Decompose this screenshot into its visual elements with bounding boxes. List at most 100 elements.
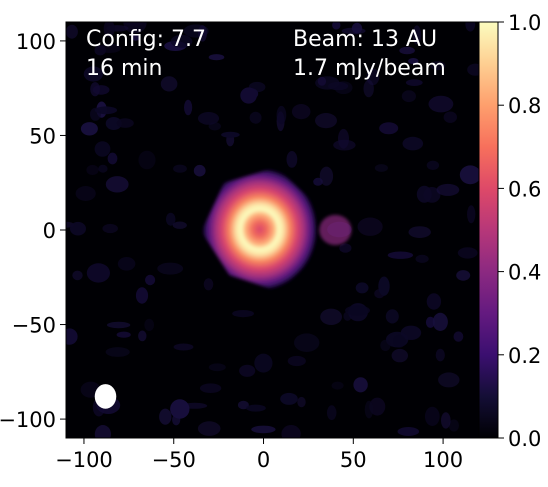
noise-speckle [435,348,445,362]
noise-speckle [465,22,476,32]
noise-speckle [170,399,190,419]
noise-speckle [291,104,311,120]
x-tick-label: 0 [257,448,270,472]
beam-ellipse [94,384,117,409]
noise-speckle [72,270,83,281]
noise-speckle [117,257,136,271]
plot-area: Config: 7.7 16 min Beam: 13 AU 1.7 mJy/b… [66,22,498,438]
noise-speckle [173,343,194,351]
noise-speckle [251,425,276,434]
noise-speckle [374,164,388,172]
noise-speckle [94,425,111,438]
noise-speckle [94,141,111,157]
noise-speckle [339,243,352,253]
noise-speckle [184,99,193,116]
noise-speckle [426,160,440,170]
colorbar-tick-label: 0.0 [508,427,541,451]
noise-speckle [157,262,184,275]
x-tick-label: 50 [340,448,367,472]
noise-speckle [123,22,147,34]
noise-speckle [405,79,423,86]
noise-speckle [426,293,442,310]
noise-speckle [397,427,420,436]
y-tick-label: −50 [12,314,56,338]
noise-speckle [363,79,374,98]
noise-speckle [197,421,221,436]
noise-speckle [208,363,226,372]
noise-speckle [199,383,222,394]
noise-speckle [355,282,369,294]
noise-speckle [240,87,257,104]
noise-speckle [415,254,429,263]
noise-speckle [66,328,78,345]
noise-speckle [246,404,266,412]
y-tick-label: 100 [16,30,56,54]
colorbar-gradient [479,22,498,438]
noise-speckle [239,364,256,377]
colorbar-tick-label: 0.6 [508,177,541,201]
noise-speckle [448,419,459,432]
annotation-config-line2: 16 min [86,56,162,81]
colorbar: 0.0 0.2 0.4 0.6 0.8 1.0 [478,11,541,451]
noise-speckle [424,406,440,426]
noise-speckle [138,150,156,170]
noise-speckle [438,372,460,388]
noise-speckle [443,111,457,123]
noise-speckle [105,347,130,357]
noise-speckle [80,122,98,136]
noise-speckle [287,355,306,367]
noise-speckle [116,331,131,338]
noise-speckle [436,183,460,196]
y-axis: 100 50 0 −50 −100 [0,30,66,432]
noise-speckle [105,117,122,130]
noise-speckle [198,25,207,42]
noise-speckle [83,66,104,82]
noise-speckle [331,381,344,390]
noise-speckle [105,176,129,193]
noise-speckle [102,223,118,234]
noise-speckle [232,310,255,318]
noise-speckle [357,217,383,236]
noise-speckle [90,107,101,121]
noise-speckle [106,321,131,329]
noise-speckle [145,274,156,286]
noise-speckle [70,221,86,236]
noise-speckle [165,212,176,226]
noise-speckle [90,82,100,97]
noise-speckle [345,305,370,316]
ring-side-lobe [319,214,352,246]
noise-speckle [237,400,249,410]
noise-speckle [412,25,422,45]
y-tick-label: 0 [43,219,56,243]
noise-speckle [432,312,448,331]
noise-speckle [402,136,424,151]
noise-speckle [159,408,172,425]
noise-speckle [276,105,287,125]
noise-speckle [86,263,110,283]
noise-speckle [416,185,432,203]
noise-speckle [391,348,408,363]
noise-speckle [281,425,301,438]
colorbar-frame [478,21,499,439]
noise-speckle [221,131,240,138]
noise-speckle [66,24,78,39]
colorbar-tick-label: 0.2 [508,344,541,368]
noise-speckle [401,90,416,103]
noise-speckle [441,412,451,429]
noise-speckle [193,164,206,177]
noise-speckle [459,165,481,185]
y-tick-label: 50 [29,124,56,148]
noise-speckle [75,186,96,201]
annotation-beam-line1: Beam: 13 AU [293,27,437,52]
noise-speckle [332,22,341,30]
noise-speckle [457,247,478,259]
noise-speckle [86,164,99,176]
colorbar-tick-label: 0.4 [508,261,541,285]
noise-speckle [131,34,141,41]
noise-speckle [98,43,121,53]
annotation-beam-line2: 1.7 mJy/beam [293,56,446,81]
noise-speckle [379,122,399,135]
noise-speckle [364,400,374,419]
noise-speckle [98,164,108,173]
